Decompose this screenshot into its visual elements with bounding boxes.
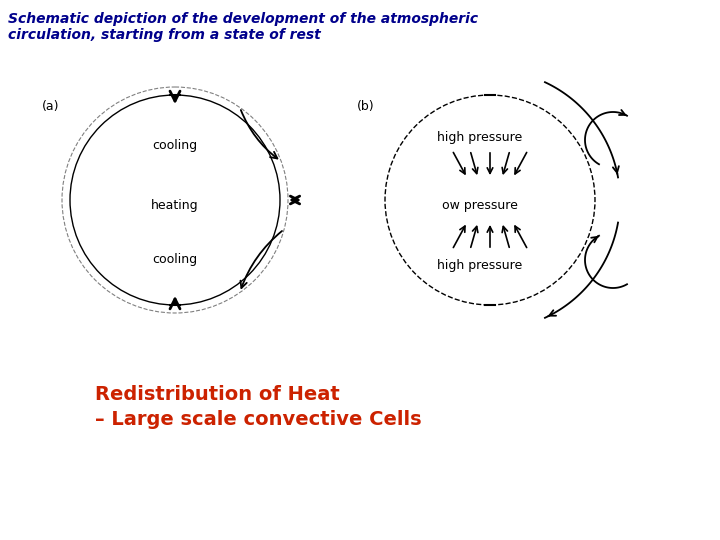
- Text: ow pressure: ow pressure: [442, 199, 518, 212]
- Text: Redistribution of Heat: Redistribution of Heat: [95, 385, 340, 404]
- Text: cooling: cooling: [153, 138, 197, 152]
- Text: – Large scale convective Cells: – Large scale convective Cells: [95, 410, 422, 429]
- Text: circulation, starting from a state of rest: circulation, starting from a state of re…: [8, 28, 320, 42]
- Text: high pressure: high pressure: [437, 132, 523, 145]
- Text: high pressure: high pressure: [437, 259, 523, 272]
- Text: (b): (b): [357, 100, 374, 113]
- Text: (a): (a): [42, 100, 60, 113]
- Text: heating: heating: [151, 199, 199, 212]
- Text: Schematic depiction of the development of the atmospheric: Schematic depiction of the development o…: [8, 12, 478, 26]
- Text: cooling: cooling: [153, 253, 197, 267]
